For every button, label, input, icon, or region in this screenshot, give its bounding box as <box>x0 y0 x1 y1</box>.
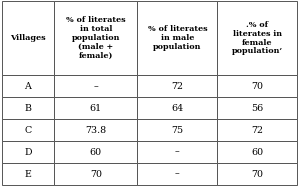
Text: B: B <box>24 104 31 113</box>
Text: % of literates
in total
population
(male +
female): % of literates in total population (male… <box>66 16 126 60</box>
Bar <box>137 141 217 163</box>
Text: 72: 72 <box>172 82 183 91</box>
Text: –: – <box>175 170 180 179</box>
Text: Villages: Villages <box>10 34 46 42</box>
Text: A: A <box>24 82 31 91</box>
Text: 60: 60 <box>251 148 264 157</box>
Text: 75: 75 <box>171 126 184 135</box>
Text: 72: 72 <box>252 126 263 135</box>
Text: E: E <box>24 170 31 179</box>
Bar <box>2 163 54 185</box>
Bar <box>54 97 137 119</box>
Bar <box>217 163 297 185</box>
Bar <box>137 1 217 75</box>
Text: 56: 56 <box>251 104 264 113</box>
Bar <box>54 75 137 97</box>
Text: 64: 64 <box>171 104 184 113</box>
Bar <box>217 75 297 97</box>
Bar <box>137 75 217 97</box>
Bar <box>2 141 54 163</box>
Bar <box>2 1 54 75</box>
Text: 73.8: 73.8 <box>85 126 106 135</box>
Bar <box>54 163 137 185</box>
Bar <box>217 141 297 163</box>
Bar <box>217 119 297 141</box>
Bar <box>137 163 217 185</box>
Bar <box>2 119 54 141</box>
Text: 61: 61 <box>90 104 102 113</box>
Text: 70: 70 <box>252 82 263 91</box>
Text: .% of
literates in
female
population’: .% of literates in female population’ <box>232 21 283 55</box>
Text: –: – <box>94 82 98 91</box>
Bar <box>137 119 217 141</box>
Bar <box>54 119 137 141</box>
Bar <box>54 141 137 163</box>
Text: 60: 60 <box>90 148 102 157</box>
Text: –: – <box>175 148 180 157</box>
Text: 70: 70 <box>252 170 263 179</box>
Bar <box>54 1 137 75</box>
Text: C: C <box>24 126 32 135</box>
Bar <box>217 1 297 75</box>
Text: 70: 70 <box>90 170 102 179</box>
Text: % of literates
in male
population: % of literates in male population <box>148 25 207 51</box>
Bar <box>2 75 54 97</box>
Bar <box>137 97 217 119</box>
Text: D: D <box>24 148 32 157</box>
Bar <box>2 97 54 119</box>
Bar <box>217 97 297 119</box>
